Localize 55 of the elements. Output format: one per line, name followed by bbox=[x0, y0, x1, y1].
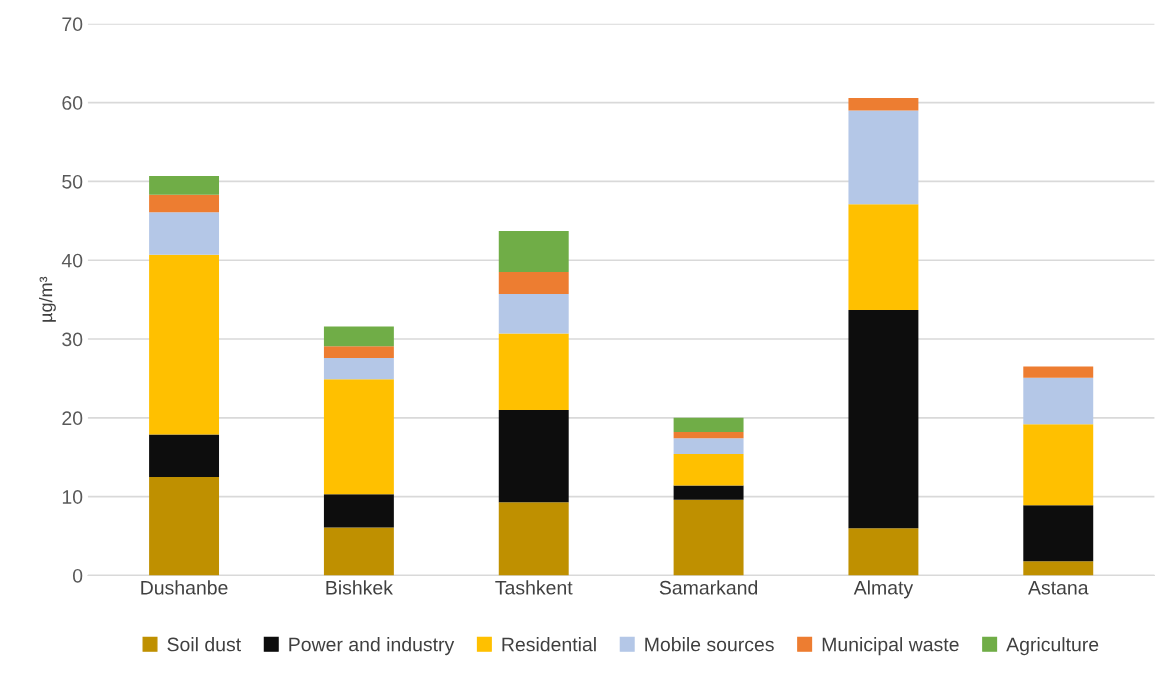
bar bbox=[498, 502, 569, 576]
y-tick-label: 40 bbox=[61, 253, 83, 268]
bar bbox=[673, 485, 744, 500]
legend-label: Residential bbox=[502, 637, 596, 652]
bar bbox=[1023, 366, 1094, 378]
bar bbox=[323, 346, 394, 358]
y-tick-label: 50 bbox=[62, 174, 83, 189]
bar bbox=[1023, 505, 1094, 562]
bar bbox=[673, 454, 744, 486]
bar bbox=[673, 417, 744, 433]
bar bbox=[149, 212, 220, 255]
y-tick-label: 10 bbox=[62, 490, 83, 504]
legend-label: Municipal waste bbox=[822, 637, 959, 656]
legend-label: Power and industry bbox=[289, 637, 455, 656]
bar bbox=[848, 528, 919, 576]
bar bbox=[498, 272, 569, 295]
bar bbox=[1023, 377, 1094, 425]
bar bbox=[323, 379, 394, 495]
y-axis-title: µg/m³ bbox=[39, 276, 56, 322]
y-tick-label: 0 bbox=[72, 568, 83, 583]
bar bbox=[323, 357, 394, 380]
x-tick-label: Bishkek bbox=[326, 580, 393, 595]
bar bbox=[498, 231, 569, 273]
bar bbox=[673, 499, 744, 576]
bar bbox=[323, 527, 394, 576]
x-tick-label: Dushanbe bbox=[141, 580, 228, 595]
legend-label: Soil dust bbox=[167, 637, 241, 652]
bar bbox=[848, 110, 919, 205]
y-tick-label: 30 bbox=[62, 332, 83, 347]
x-tick-label: Tashkent bbox=[495, 580, 573, 595]
y-tick-label: 70 bbox=[62, 17, 83, 32]
bar bbox=[1023, 561, 1094, 576]
bar bbox=[323, 326, 394, 347]
bar bbox=[498, 409, 569, 503]
x-tick-label: Astana bbox=[1028, 581, 1089, 595]
bar bbox=[1023, 424, 1094, 506]
bar bbox=[323, 494, 394, 528]
bar bbox=[673, 432, 744, 439]
bar bbox=[149, 476, 220, 576]
y-tick-label: 60 bbox=[62, 96, 83, 110]
bar bbox=[498, 333, 569, 410]
legend-label: Mobile sources bbox=[645, 637, 774, 652]
x-tick-label: Samarkand bbox=[659, 580, 758, 595]
y-tick-label: 20 bbox=[62, 411, 83, 426]
bar bbox=[149, 434, 220, 477]
bar bbox=[149, 254, 220, 435]
bar bbox=[149, 194, 220, 213]
bar bbox=[498, 294, 569, 334]
x-tick-label: Almaty bbox=[853, 580, 914, 599]
bar bbox=[673, 438, 744, 455]
bar bbox=[848, 97, 919, 111]
legend-label: Agriculture bbox=[1006, 637, 1099, 656]
bar bbox=[149, 175, 220, 195]
bar bbox=[848, 309, 919, 529]
bar bbox=[848, 204, 919, 310]
